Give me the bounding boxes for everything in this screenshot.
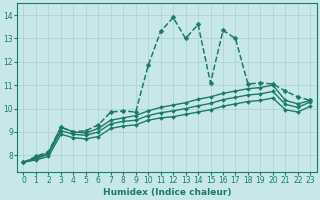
X-axis label: Humidex (Indice chaleur): Humidex (Indice chaleur) [103,188,231,197]
